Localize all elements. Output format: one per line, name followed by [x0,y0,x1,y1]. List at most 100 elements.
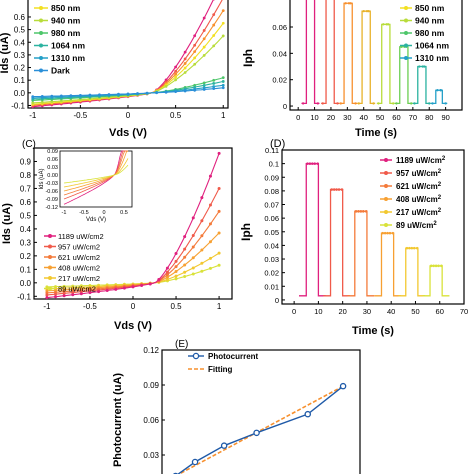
data-point [183,235,187,239]
y-tick-label: 0.1 [269,160,279,169]
photo-pulse [374,232,401,297]
legend-label: 621 uW/cm2 [58,253,100,262]
legend-label: 1189 uW/cm2 [396,156,446,165]
y-tick-label: 0.02 [264,269,279,278]
data-point [212,34,216,37]
data-point [79,292,83,296]
photo-pulse [301,0,320,105]
data-point [174,69,178,73]
x-tick-label: 30 [343,113,351,122]
data-point [165,266,169,270]
y-tick-label: 0.7 [20,184,32,193]
y-tick-label: 0.1 [14,76,26,85]
y-axis-label: Iph [239,223,253,241]
y-tick-label: 0 [283,102,287,111]
data-point [212,85,216,88]
legend-label: 957 uW/cm2 [58,243,100,252]
data-point [336,102,339,105]
data-point [191,216,195,220]
data-point [202,37,206,41]
x-tick-label: 60 [436,307,444,316]
y-tick-label: 0.05 [264,228,279,237]
data-point [221,76,225,80]
data-point [50,100,54,104]
data-point [140,284,144,288]
data-point [212,87,216,91]
inset-y-tick-label: -0.06 [45,189,58,195]
legend-label: Photocurrent [208,352,259,361]
inset-y-tick-label: 0.00 [47,173,58,179]
data-point [381,231,385,235]
y-tick-label: 0.2 [14,64,26,73]
photo-pulse [394,46,413,105]
data-point [164,84,168,88]
data-point [183,270,187,274]
x-tick-label: -1 [43,302,51,311]
legend-label: 621 uW/cm2 [396,182,442,191]
data-point [221,34,225,38]
data-point [131,285,135,289]
data-point [200,261,204,265]
data-point [31,95,35,99]
x-tick-label: 80 [425,113,433,122]
data-point [221,21,225,25]
data-point [316,162,319,165]
legend-marker [384,210,388,214]
data-point [429,264,433,268]
data-point [212,44,216,48]
data-point [191,245,195,249]
legend-label: 217 uW/cm2 [58,274,100,283]
series-line [45,151,221,300]
panel-label-d: (D) [270,138,285,150]
data-point [359,210,363,213]
inset-curve [63,158,129,188]
data-point [193,50,197,53]
data-point [193,88,197,92]
data-point [174,65,178,69]
data-point [165,270,169,274]
y-tick-label: 0.4 [14,38,26,47]
legend-marker [384,197,388,201]
data-point [191,256,195,260]
legend-superscript: 2 [438,169,442,175]
inset-curve [63,150,128,196]
legend-label: 940 nm [51,16,81,26]
y-tick-label: 0.11 [265,146,279,155]
legend-label: 1064 nm [51,41,85,51]
data-point [145,91,149,95]
legend-marker [48,286,52,291]
y-tick-label: 0.02 [272,76,287,85]
data-point [193,62,197,66]
inset-curve [63,150,128,200]
data-point [117,92,120,96]
y-tick-label: 0.09 [143,381,159,390]
legend-label: 850 nm [51,3,81,13]
legend-label: 957 uW/cm2 [396,169,442,178]
legend-superscript: 2 [438,182,442,188]
data-point [183,275,187,279]
x-tick-label: 0 [131,302,136,311]
inset-x-tick-label: -0.5 [79,210,88,216]
data-point [136,92,139,95]
y-axis-label: Photocurrent (uA) [112,373,124,467]
photo-pulse [430,89,448,105]
data-point [337,188,341,191]
legend-label: 940 nm [415,16,445,26]
data-point [202,16,206,20]
data-point [155,91,158,95]
data-point [217,263,221,267]
y-tick-label: 0.08 [264,187,279,196]
y-tick-label: 0.0 [14,89,26,98]
data-point [31,101,35,105]
panel-label-e: (E) [175,339,188,350]
legend-marker [384,184,388,188]
data-point [383,231,387,235]
data-point [217,151,221,155]
data-point [431,102,434,105]
photo-pulse [298,162,326,297]
photo-pulse [398,247,426,297]
data-point [208,222,212,226]
data-point [174,90,178,94]
x-tick-label: 60 [392,113,400,122]
data-point [340,188,344,191]
